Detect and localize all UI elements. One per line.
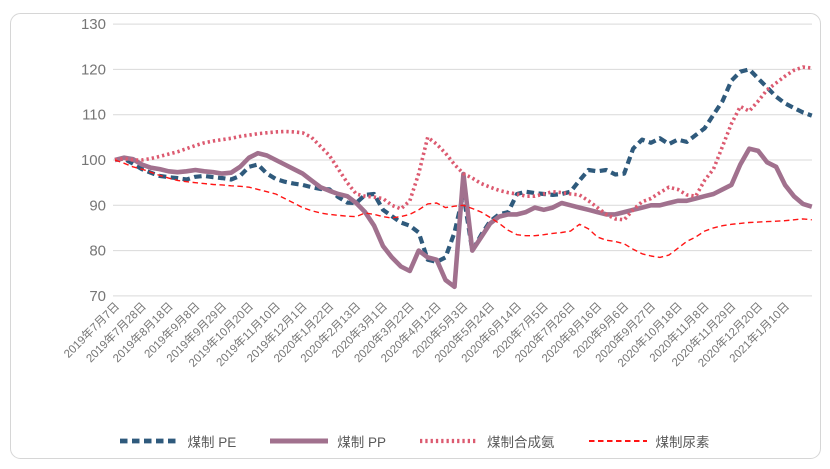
legend-item-pp: 煤制 PP xyxy=(270,431,386,451)
legend-line-sample-ammonia xyxy=(420,437,479,445)
legend-line-sample-pe xyxy=(120,437,179,445)
legend-sample-svg-ammonia xyxy=(420,438,479,444)
y-tick-label-110: 110 xyxy=(82,107,106,124)
legend-item-pe: 煤制 PE xyxy=(120,431,236,451)
legend-label-ammonia: 煤制合成氨 xyxy=(487,435,555,450)
legend-line-sample-urea xyxy=(588,437,647,445)
series-line-pp xyxy=(114,146,813,290)
legend-sample-svg-pp xyxy=(270,438,329,444)
chart-frame xyxy=(10,13,821,459)
y-tick-label-130: 130 xyxy=(81,16,106,33)
series-line-ammonia xyxy=(114,65,812,222)
legend-sample-svg-urea xyxy=(588,440,647,442)
legend-line-sample-pp xyxy=(270,437,329,445)
series-line-pe xyxy=(114,67,813,264)
series-line-urea xyxy=(114,159,812,259)
legend-label-urea: 煤制尿素 xyxy=(655,435,710,450)
legend-sample-svg-pe xyxy=(120,438,179,444)
chart-legend: 煤制 PE 煤制 PP 煤制合成氨 煤制尿素 xyxy=(0,431,830,451)
legend-label-pp: 煤制 PP xyxy=(337,435,387,450)
y-tick-label-90: 90 xyxy=(89,197,106,214)
y-tick-label-80: 80 xyxy=(89,243,106,260)
legend-label-pe: 煤制 PE xyxy=(187,435,237,450)
y-tick-label-70: 70 xyxy=(89,288,106,305)
y-tick-label-100: 100 xyxy=(81,152,106,169)
y-tick-label-120: 120 xyxy=(81,61,106,78)
legend-item-ammonia: 煤制合成氨 xyxy=(420,431,555,451)
legend-item-urea: 煤制尿素 xyxy=(588,431,710,451)
